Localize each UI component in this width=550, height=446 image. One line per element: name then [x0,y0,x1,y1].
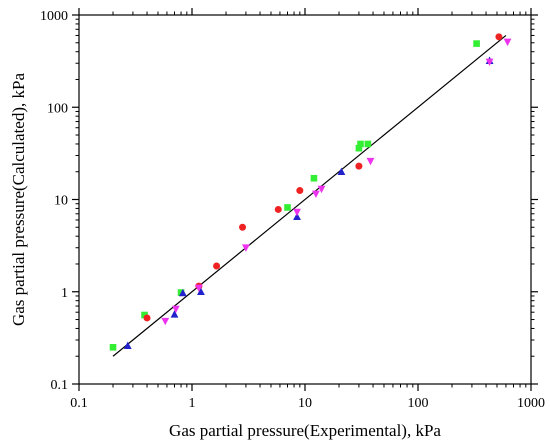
data-point-square [357,140,364,148]
data-point-triangle-up [293,212,301,221]
tick-labels: 0.1 1 10 100 1000 0.1 1 10 100 1000 [40,9,545,411]
data-point-triangle-down [161,317,170,326]
data-point-triangle-down [242,244,250,252]
x-tick-label: 0.1 [70,396,88,411]
data-point-circle [355,162,363,170]
data-point-square [355,144,363,152]
y-axis-title: Gas partial pressure(Calculated), kPa [9,73,28,326]
x-axis-title: Gas partial pressure(Experimental), kPa [169,421,441,440]
data-point-triangle-down [503,38,512,47]
data-point-circle [239,223,247,231]
data-point-square [310,174,318,182]
y-tick-label: 1000 [40,9,68,24]
data-point-triangle-down [171,305,180,314]
data-point-circle [495,33,503,41]
y-tick-label: 0.1 [51,378,69,393]
data-point-triangle-up [178,288,187,297]
y-tick-label: 100 [47,101,68,116]
fit-line-group [112,35,507,357]
y-tick-label: 1 [61,286,68,301]
data-points [109,33,512,351]
data-point-circle [274,205,282,213]
data-point-circle [296,187,304,195]
data-point-triangle-up [337,167,346,176]
data-point-triangle-down [312,190,320,199]
data-point-square [284,204,291,211]
data-point-triangle-down [485,58,494,67]
x-tick-label: 10 [298,396,312,411]
data-point-triangle-up [170,310,179,318]
tick-marks [72,8,538,391]
data-point-triangle-up [123,341,132,350]
data-point-triangle-down [317,185,326,194]
data-point-circle [213,262,221,270]
y-tick-label: 10 [54,194,68,209]
data-point-triangle-up [197,287,205,296]
data-point-square [473,40,480,47]
data-point-square [141,311,148,319]
fit-line [112,35,507,357]
data-point-square [364,140,372,148]
x-tick-label: 1 [189,396,196,411]
x-tick-label: 1000 [517,396,545,411]
data-point-triangle-down [293,208,301,217]
data-point-circle [143,314,151,322]
data-point-triangle-down [366,157,375,166]
x-tick-label: 100 [408,396,429,411]
data-point-triangle-down [194,284,203,293]
data-point-square [109,343,117,351]
